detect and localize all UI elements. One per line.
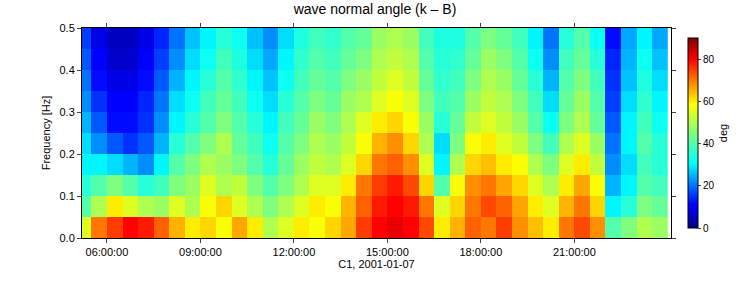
svg-text:15:00:00: 15:00:00 xyxy=(366,246,409,258)
svg-text:40: 40 xyxy=(703,138,715,149)
svg-text:0.1: 0.1 xyxy=(60,190,75,202)
svg-text:60: 60 xyxy=(703,96,715,107)
svg-text:20: 20 xyxy=(703,180,715,191)
svg-text:C1, 2001-01-07: C1, 2001-01-07 xyxy=(338,258,414,270)
svg-text:0.0: 0.0 xyxy=(60,232,75,244)
svg-text:12:00:00: 12:00:00 xyxy=(273,246,316,258)
svg-text:0.2: 0.2 xyxy=(60,148,75,160)
svg-text:21:00:00: 21:00:00 xyxy=(553,246,596,258)
svg-text:0.3: 0.3 xyxy=(60,106,75,118)
svg-text:80: 80 xyxy=(703,54,715,65)
svg-text:0: 0 xyxy=(703,223,709,234)
svg-text:06:00:00: 06:00:00 xyxy=(86,246,129,258)
svg-text:0.5: 0.5 xyxy=(60,22,75,34)
svg-text:18:00:00: 18:00:00 xyxy=(459,246,502,258)
svg-text:wave normal angle (k – B): wave normal angle (k – B) xyxy=(293,1,457,17)
svg-text:09:00:00: 09:00:00 xyxy=(179,246,222,258)
svg-text:deg: deg xyxy=(717,124,729,142)
svg-text:0.4: 0.4 xyxy=(60,64,75,76)
svg-text:Frequency [Hz]: Frequency [Hz] xyxy=(40,96,52,171)
